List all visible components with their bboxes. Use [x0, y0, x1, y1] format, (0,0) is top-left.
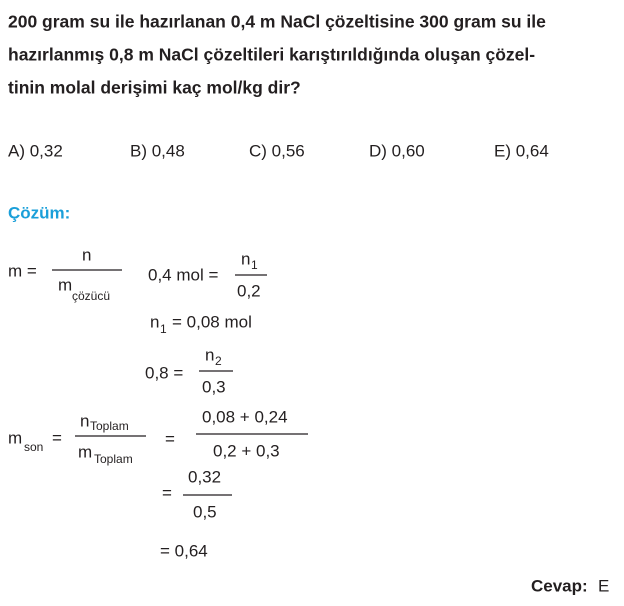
formula-text: n — [241, 249, 250, 268]
solution-heading: Çözüm: — [8, 203, 70, 222]
formula-text: 0,4 mol = — [148, 265, 218, 284]
subscript: 1 — [160, 322, 167, 336]
formula-text: 0,2 — [237, 281, 261, 300]
question-line: 200 gram su ile hazırlanan 0,4 m NaCl çö… — [8, 12, 546, 32]
question-line: tinin molal derişimi kaç mol/kg dir? — [8, 78, 301, 98]
answer-label: Cevap: — [531, 576, 588, 595]
question-line: hazırlanmış 0,8 m NaCl çözeltileri karış… — [8, 45, 535, 65]
formula-text: = — [162, 483, 172, 502]
subscript: 1 — [251, 258, 258, 272]
formula-text: 0,32 — [188, 467, 221, 486]
formula-text: m — [58, 275, 72, 294]
subscript: 2 — [215, 354, 222, 368]
option: C) 0,56 — [249, 141, 305, 160]
formula-text: = — [165, 429, 175, 448]
formula-text: m — [78, 442, 92, 461]
formula-text: 0,8 = — [145, 363, 183, 382]
formula-text: n — [82, 245, 91, 264]
subscript: son — [24, 440, 43, 454]
subscript: Toplam — [90, 419, 129, 433]
option: A) 0,32 — [8, 141, 63, 160]
formula-text: 0,2 + 0,3 — [213, 441, 280, 460]
subscript: Toplam — [94, 452, 133, 466]
option: E) 0,64 — [494, 141, 549, 160]
option: D) 0,60 — [369, 141, 425, 160]
answer-value: E — [598, 576, 609, 595]
formula-text: 0,5 — [193, 502, 217, 521]
formula-text: = 0,08 mol — [172, 312, 252, 331]
formula-text: 0,3 — [202, 377, 226, 396]
formula-text: = — [52, 428, 62, 447]
option: B) 0,48 — [130, 141, 185, 160]
result: = 0,64 — [160, 541, 208, 560]
formula-text: n — [205, 345, 214, 364]
formula-text: n — [80, 411, 89, 430]
formula-text: m = — [8, 261, 37, 280]
formula-text: 0,08 + 0,24 — [202, 407, 288, 426]
formula-text: m — [8, 428, 22, 447]
formula-text: n — [150, 312, 159, 331]
subscript: çözücü — [72, 289, 110, 303]
